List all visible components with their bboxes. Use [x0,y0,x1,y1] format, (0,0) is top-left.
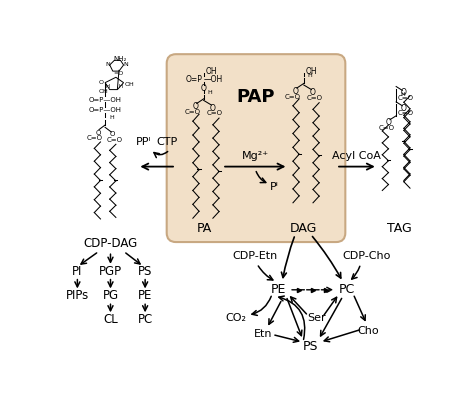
Text: OH: OH [125,82,135,87]
Text: PC: PC [339,283,355,296]
Text: C=O: C=O [185,109,201,115]
Text: N: N [124,62,128,67]
Text: PS: PS [138,265,152,278]
Text: C=O: C=O [86,135,102,141]
Text: PC: PC [137,313,153,326]
Text: NH₂: NH₂ [113,56,127,62]
Text: O: O [210,104,216,113]
Text: N: N [105,62,109,67]
Text: TAG: TAG [387,222,411,235]
Text: C=O: C=O [207,110,222,116]
Text: H: H [308,73,312,78]
Text: H: H [106,84,109,89]
Text: PA: PA [197,222,212,235]
Text: C=O: C=O [379,125,395,131]
Text: PE: PE [271,283,286,296]
Text: H: H [400,92,405,97]
Text: Acyl CoA: Acyl CoA [332,151,381,161]
Text: O: O [401,104,407,113]
Text: O: O [95,130,101,136]
Text: O: O [310,88,316,97]
Text: O: O [293,87,299,96]
Text: CDP-DAG: CDP-DAG [83,237,137,250]
Text: O: O [193,102,199,111]
Text: O: O [99,80,103,85]
Text: CL: CL [103,313,118,326]
Text: Cho: Cho [357,325,379,336]
Text: O: O [401,88,407,97]
Text: PIPs: PIPs [66,290,89,302]
Text: C=O: C=O [285,93,301,100]
Text: PE: PE [138,290,152,302]
Text: PG: PG [102,290,118,302]
Text: H: H [118,84,122,89]
Text: C=O: C=O [397,95,413,101]
Text: OH: OH [205,66,217,76]
Text: PGP: PGP [99,265,122,278]
Text: C=O: C=O [107,137,123,142]
Text: PI: PI [72,265,82,278]
Text: =O: =O [113,71,123,76]
Text: Mg²⁺: Mg²⁺ [242,151,269,161]
Text: C=O: C=O [307,95,322,101]
Text: H: H [109,115,114,120]
Text: OH: OH [305,66,317,76]
Text: O=P: O=P [185,75,202,84]
Text: PAP: PAP [237,88,275,106]
Text: DAG: DAG [290,222,318,235]
Text: O: O [110,131,116,137]
Text: Etn: Etn [254,330,272,339]
Text: H: H [208,90,212,95]
Text: CO₂: CO₂ [226,313,246,323]
Text: C=O: C=O [397,110,413,116]
Text: O=P—OH: O=P—OH [89,97,122,102]
Text: —OH: —OH [204,75,223,84]
Text: Ser: Ser [307,313,325,323]
Text: O: O [201,83,207,93]
Text: PS: PS [303,339,319,353]
Text: O: O [385,118,392,127]
Text: Pᴵ: Pᴵ [270,182,279,192]
Text: CDP-Etn: CDP-Etn [233,251,278,261]
Text: O=P—OH: O=P—OH [89,107,122,114]
FancyBboxPatch shape [167,54,346,242]
Text: OH: OH [99,89,108,95]
Text: PPᴵ: PPᴵ [136,137,151,147]
Text: CTP: CTP [156,137,177,147]
Text: CDP-Cho: CDP-Cho [343,251,391,261]
